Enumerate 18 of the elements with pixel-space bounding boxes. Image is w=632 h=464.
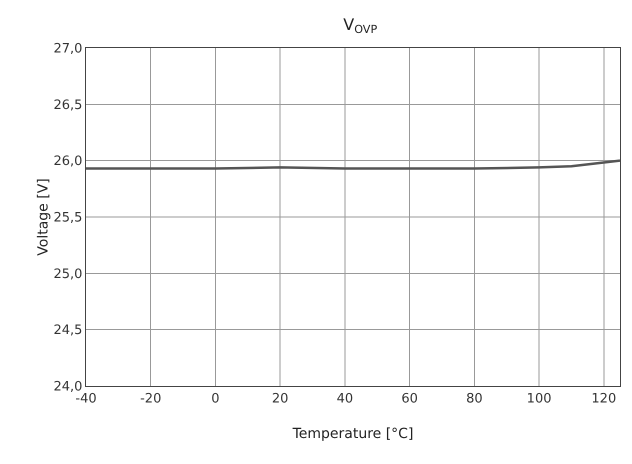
x-tick-label: 0 xyxy=(211,392,220,407)
x-tick-label: -20 xyxy=(140,392,162,407)
y-tick-label: 27,0 xyxy=(53,42,82,57)
y-tick-label: 26,5 xyxy=(53,98,82,113)
x-tick-label: 60 xyxy=(401,392,418,407)
x-tick-label: 40 xyxy=(336,392,354,407)
x-tick-label: 100 xyxy=(526,392,552,407)
x-tick-label: 120 xyxy=(591,392,616,407)
line-series xyxy=(86,159,620,170)
y-tick-label: 25,0 xyxy=(53,266,82,282)
x-tick-label: 20 xyxy=(272,392,288,407)
y-tick-label: 25,5 xyxy=(53,210,82,226)
y-axis-title: Voltage [V] xyxy=(35,178,52,256)
x-tick-label: 80 xyxy=(466,392,483,407)
chart-title: V$_{OVP}$ xyxy=(343,14,378,36)
x-axis-title: Temperature [°C] xyxy=(292,426,414,442)
y-tick-label: 26,0 xyxy=(53,154,82,170)
y-tick-label: 24,5 xyxy=(53,323,82,338)
